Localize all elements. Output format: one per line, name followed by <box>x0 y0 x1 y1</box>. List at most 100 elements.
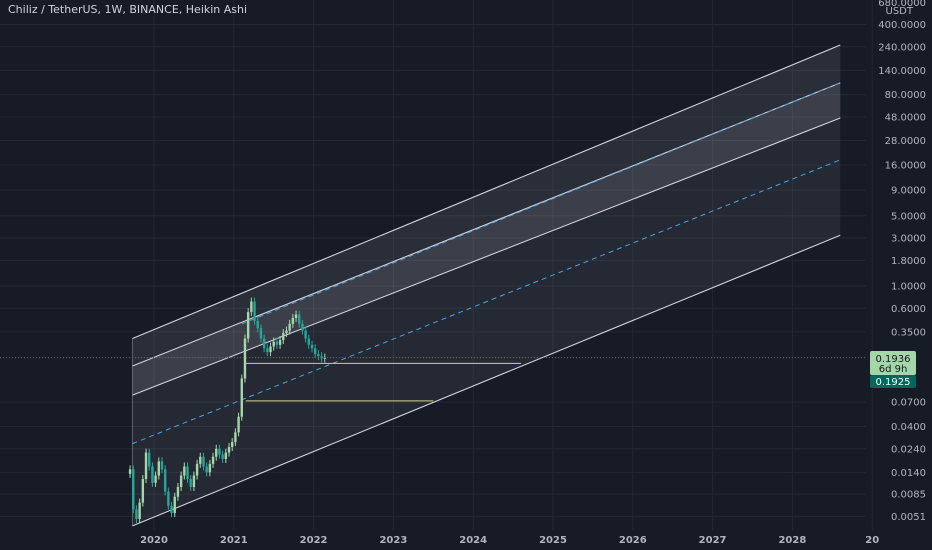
candle-body <box>250 301 253 313</box>
candle-body <box>246 312 250 339</box>
channel-line-upper <box>132 44 841 340</box>
candle-body <box>132 469 135 510</box>
candle-body <box>272 341 275 347</box>
candle-body <box>173 496 176 514</box>
second-price-value: 0.1925 <box>876 377 911 388</box>
candle-body <box>157 461 160 476</box>
price-tick-label: 80.0000 <box>885 90 926 101</box>
time-tick-label: 2023 <box>379 535 407 546</box>
candle-body <box>135 509 138 520</box>
candle-body <box>266 348 269 353</box>
candle-body <box>205 466 208 473</box>
candle-body <box>294 314 298 319</box>
candle-body <box>288 323 291 331</box>
time-tick-label: 2027 <box>699 535 727 546</box>
candle-body <box>262 338 266 349</box>
price-tick-label: 28.0000 <box>885 136 926 147</box>
candle-body <box>189 479 192 487</box>
candle-body <box>310 344 314 349</box>
price-tick-label: 0.0140 <box>891 468 926 479</box>
candle-body <box>298 314 301 324</box>
last-price-value: 0.1936 <box>876 354 911 365</box>
candle-body <box>227 447 231 453</box>
price-tick-label: 0.3500 <box>891 327 926 338</box>
candle-body <box>275 341 279 345</box>
candle-body <box>148 452 151 467</box>
horizontal-levels <box>245 362 522 402</box>
candle-body <box>301 323 304 331</box>
price-axis-unit: USDT <box>886 6 914 17</box>
candle-body <box>192 475 196 487</box>
price-tick-label: 0.0085 <box>891 490 926 501</box>
price-tick-label: 0.0051 <box>891 512 926 523</box>
candle-body <box>144 452 148 480</box>
candle-body <box>285 330 288 334</box>
price-tick-label: 0.0700 <box>891 398 926 409</box>
candle-body <box>282 333 285 341</box>
price-tick-label: 9.0000 <box>891 186 926 197</box>
candle-body <box>138 502 141 520</box>
channel-fill-middle <box>132 82 841 396</box>
time-tick-label: 20 <box>865 535 879 546</box>
candle-body <box>256 320 259 329</box>
time-axis[interactable]: 2020 2021 2022 2023 2024 2025 2026 2027 2028 20 <box>140 535 879 546</box>
candle-body <box>208 463 212 473</box>
price-tick-label: 400.0000 <box>878 20 926 31</box>
candle-body <box>154 475 157 483</box>
candle-body <box>253 301 256 321</box>
candle-body <box>128 469 132 474</box>
candle-body <box>186 466 189 480</box>
candle-body <box>202 456 205 467</box>
candle-body <box>199 456 202 464</box>
candle-body <box>317 354 320 357</box>
channel-line-lower <box>132 234 841 527</box>
regression-channel <box>131 44 841 527</box>
candle-body <box>313 348 317 355</box>
countdown-label: 6d 9h <box>879 364 908 375</box>
candle-body <box>211 456 215 464</box>
channel-fill-lower <box>132 117 841 526</box>
time-tick-label: 2020 <box>140 535 168 546</box>
price-tick-label: 1.8000 <box>891 256 926 267</box>
price-tick-label: 16.0000 <box>885 160 926 171</box>
candle-body <box>176 487 180 497</box>
price-tick-label: 140.0000 <box>878 66 926 77</box>
candle-body <box>304 330 307 339</box>
candle-body <box>151 466 154 483</box>
price-tick-label: 48.0000 <box>885 113 926 124</box>
candle-series <box>128 297 326 524</box>
price-tick-label: 0.6000 <box>891 304 926 315</box>
price-tick-label: 1.0000 <box>891 282 926 293</box>
second-price-tag: 0.1925 <box>870 375 916 388</box>
time-tick-label: 2024 <box>459 535 487 546</box>
candle-body <box>231 442 234 448</box>
channel-fill-upper <box>132 45 841 366</box>
candle-body <box>215 448 218 457</box>
candle-body <box>291 318 295 324</box>
chart-title: Chiliz / TetherUS, 1W, BINANCE, Heikin A… <box>8 3 248 16</box>
candle-body <box>234 432 237 443</box>
candle-body <box>243 338 247 379</box>
candle-body <box>307 338 311 345</box>
price-tick-label: 240.0000 <box>878 42 926 53</box>
candle-body <box>167 491 170 506</box>
candle-body <box>269 346 272 353</box>
candle-body <box>141 479 145 503</box>
price-tick-label: 0.0240 <box>891 444 926 455</box>
channel-line-middle_upper <box>132 82 841 367</box>
price-tick-label: 0.0400 <box>891 422 926 433</box>
candle-body <box>183 466 186 476</box>
candle-body <box>218 448 221 455</box>
price-axis[interactable]: 680.0000 USDT 400.0000 240.0000 140.0000 80… <box>878 0 926 523</box>
candle-body <box>179 475 183 487</box>
candle-body <box>221 454 224 459</box>
candle-body <box>170 505 173 514</box>
time-tick-label: 2021 <box>220 535 248 546</box>
price-tick-label: 3.0000 <box>891 234 926 245</box>
candle-body <box>278 340 282 345</box>
channel-line-median_dashed_lower <box>132 159 841 445</box>
time-tick-label: 2025 <box>539 535 567 546</box>
candle-body <box>163 469 167 492</box>
candle-body <box>195 463 199 476</box>
